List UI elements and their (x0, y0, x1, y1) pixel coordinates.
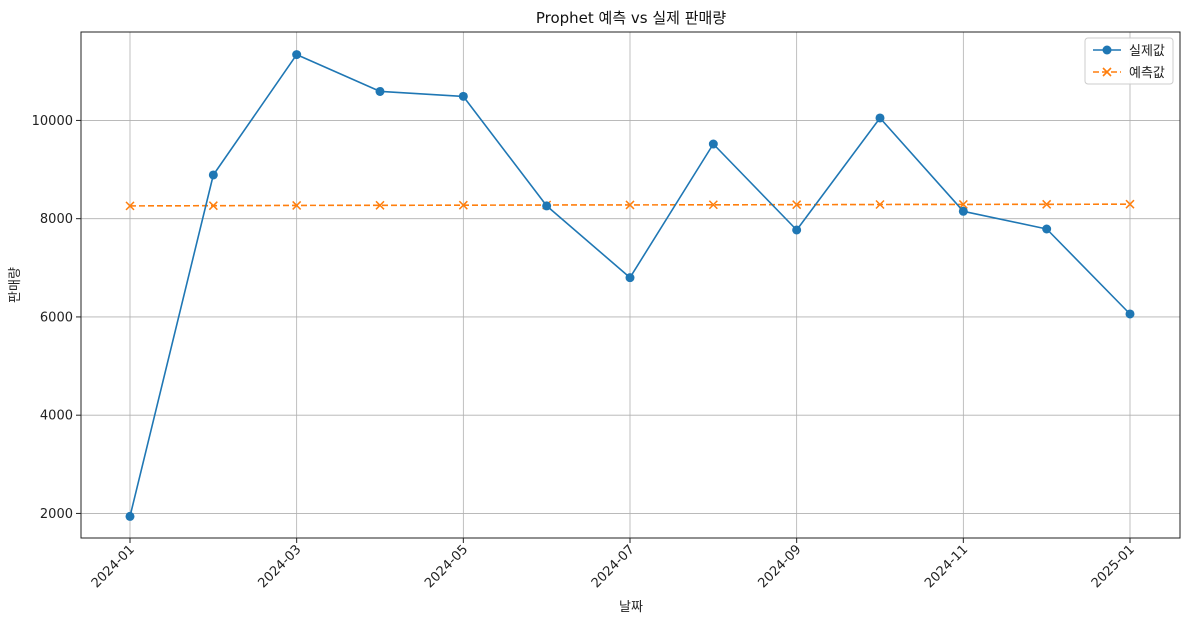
data-point-actual (375, 86, 385, 96)
y-tick-label: 8000 (40, 212, 73, 227)
legend-label-actual: 실제값 (1129, 44, 1165, 59)
x-axis-title: 날짜 (619, 600, 643, 615)
data-point-forecast (708, 200, 718, 210)
data-point-forecast (458, 200, 468, 210)
data-point-forecast (625, 200, 635, 210)
data-point-forecast (1125, 199, 1135, 209)
y-tick-label: 6000 (40, 310, 73, 325)
gridlines (81, 32, 1180, 538)
chart-title: Prophet 예측 vs 실제 판매량 (536, 9, 726, 27)
data-point-forecast (875, 200, 885, 210)
data-point-forecast (958, 199, 968, 209)
data-point-forecast (292, 200, 302, 210)
data-point-actual (875, 113, 885, 123)
data-point-forecast (792, 200, 802, 210)
data-point-actual (1042, 224, 1052, 234)
data-point-actual (708, 139, 718, 149)
data-point-forecast (375, 200, 385, 210)
data-point-forecast (1042, 199, 1052, 209)
data-point-actual (208, 170, 218, 180)
legend-label-forecast: 예측값 (1129, 66, 1165, 81)
data-point-actual (792, 225, 802, 235)
legend: 실제값 예측값 (1084, 37, 1174, 85)
data-point-actual (125, 511, 135, 521)
data-point-actual (958, 206, 968, 216)
legend-marker-forecast (1102, 67, 1112, 77)
data-point-forecast (125, 201, 135, 211)
data-point-actual (542, 201, 552, 211)
y-tick-label: 4000 (40, 409, 73, 424)
legend-marker-actual (1102, 45, 1112, 55)
data-point-actual (1125, 309, 1135, 319)
plot-series (125, 50, 1135, 521)
data-point-forecast (208, 201, 218, 211)
y-axis-ticks: 2000 4000 6000 8000 10000 (32, 114, 81, 522)
data-point-actual (625, 273, 635, 283)
data-point-actual (292, 50, 302, 60)
y-tick-label: 10000 (32, 114, 73, 129)
y-tick-label: 2000 (40, 507, 73, 522)
data-point-actual (458, 91, 468, 101)
y-axis-title: 판매량 (8, 267, 23, 303)
